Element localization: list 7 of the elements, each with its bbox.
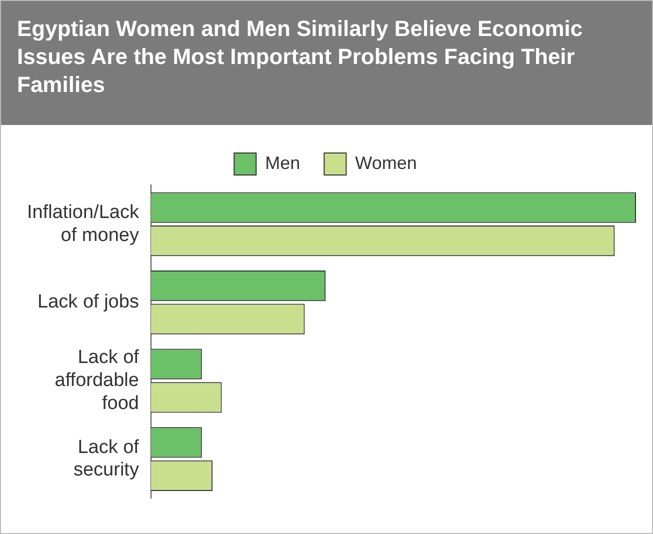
legend-label: Women bbox=[355, 152, 417, 173]
y-tick-label: Inflation/Lack of money bbox=[26, 202, 140, 246]
y-tick-label: Lack of jobs bbox=[38, 292, 139, 313]
y-tick-label: Lack of security bbox=[73, 436, 140, 481]
y-tick-label: Lack of affordable food bbox=[54, 347, 140, 414]
chart-title: Egyptian Women and Men Similarly Believe Economic Issues Are the Most Important Problems Facing Their Families bbox=[1, 1, 652, 125]
legend-label: Men bbox=[265, 152, 300, 173]
